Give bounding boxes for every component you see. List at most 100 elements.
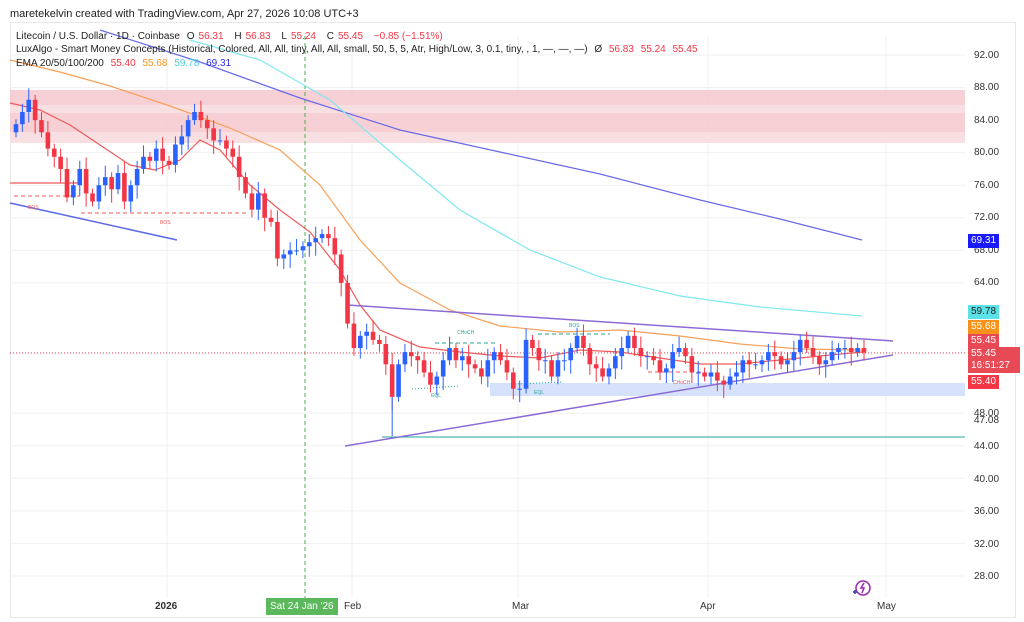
time-tick-may: May: [877, 601, 896, 612]
eql-label: EQL: [534, 390, 544, 396]
symbol-title[interactable]: Litecoin / U.S. Dollar · 1D · Coinbase: [16, 31, 180, 42]
price-tick: 92.00: [974, 50, 1000, 61]
choch-label: CHoCH: [673, 380, 691, 386]
candle: [536, 348, 542, 361]
candle: [71, 185, 76, 198]
candle: [370, 331, 376, 340]
candle: [428, 372, 433, 385]
candle: [453, 348, 459, 361]
candle: [383, 343, 389, 365]
ema100-line: [189, 39, 863, 317]
candle: [797, 339, 803, 353]
candle: [632, 335, 637, 349]
indicator-value: 56.83: [608, 44, 634, 55]
ema20-line: [9, 102, 863, 365]
candle: [549, 360, 554, 377]
indicator-title[interactable]: LuxAlgo - Smart Money Concepts (Historic…: [16, 44, 588, 55]
price-tick: 80.00: [974, 147, 1000, 158]
legend-indicator-smc[interactable]: LuxAlgo - Smart Money Concepts (Historic…: [16, 44, 702, 55]
candle: [651, 356, 656, 361]
candle: [721, 380, 727, 385]
candle: [294, 250, 299, 252]
candle: [192, 111, 197, 121]
supply-zone: [10, 113, 965, 132]
price-tick: 72.00: [974, 212, 1000, 223]
candle: [364, 331, 369, 336]
candle: [102, 177, 108, 186]
candle: [740, 360, 746, 373]
candle: [517, 388, 522, 390]
candle: [778, 356, 784, 365]
candle: [166, 160, 172, 165]
candle: [434, 376, 440, 385]
candle: [504, 360, 510, 373]
candle: [695, 372, 701, 374]
low-label: L: [281, 31, 287, 42]
price-tick: 36.00: [974, 506, 1000, 517]
candle: [600, 368, 605, 377]
candle: [440, 360, 446, 377]
candle: [179, 136, 185, 145]
candle: [198, 111, 204, 121]
candle: [230, 148, 236, 157]
candle: [77, 168, 83, 186]
price-tick: 32.00: [974, 539, 1000, 550]
candle: [109, 177, 114, 190]
candle: [664, 368, 669, 373]
price-tick: 84.00: [974, 115, 1000, 126]
supply-zone: [10, 105, 965, 113]
candle: [204, 120, 210, 129]
candle: [306, 242, 312, 247]
crosshair-date-label: Sat 24 Jan '26: [266, 598, 338, 615]
candle: [447, 348, 452, 361]
candle: [606, 368, 612, 377]
candle: [96, 185, 102, 202]
candle: [332, 238, 338, 255]
candle: [676, 348, 682, 353]
candle: [32, 99, 38, 121]
trendline-lower-left: [9, 202, 178, 241]
candle: [670, 352, 676, 369]
candle: [625, 335, 631, 349]
lightning-icon[interactable]: [850, 578, 872, 600]
eql-label: EQL: [431, 393, 441, 399]
candle: [389, 364, 395, 397]
candle: [683, 348, 688, 357]
candle: [734, 372, 739, 377]
candle: [746, 360, 752, 365]
ema20-price-tag: 55.40: [968, 375, 1000, 389]
ema50-value: 55.68: [142, 58, 168, 69]
candle: [593, 364, 599, 369]
candle: [460, 356, 465, 361]
candle: [568, 348, 574, 361]
candle: [255, 193, 261, 210]
indicator-value: 55.24: [640, 44, 666, 55]
candle: [141, 156, 146, 169]
candle: [562, 360, 567, 362]
candle: [587, 348, 593, 365]
candle: [338, 254, 344, 283]
ema-title[interactable]: EMA 20/50/100/200: [16, 58, 104, 69]
candle: [511, 372, 516, 389]
ema20-value: 55.40: [110, 58, 136, 69]
candle: [287, 250, 293, 255]
candle: [574, 335, 580, 349]
candle: [727, 376, 733, 385]
smc-price-tag: 55.45: [968, 334, 1000, 348]
eql-line: [411, 385, 461, 390]
candle: [542, 360, 548, 362]
candle: [848, 348, 854, 353]
candle: [759, 360, 765, 365]
candle: [842, 348, 848, 350]
candle: [491, 352, 497, 361]
indicator-visibility-icon[interactable]: Ø: [594, 44, 603, 55]
time-tick-mar: Mar: [512, 601, 530, 612]
legend-indicator-ema[interactable]: EMA 20/50/100/200 55.40 55.68 59.78 69.3…: [16, 58, 235, 69]
price-tick: 28.00: [974, 571, 1000, 582]
candle: [479, 368, 484, 377]
supply-zone: [10, 132, 965, 143]
candle: [300, 246, 306, 251]
demand-zone: [490, 383, 965, 396]
candle: [555, 360, 561, 377]
